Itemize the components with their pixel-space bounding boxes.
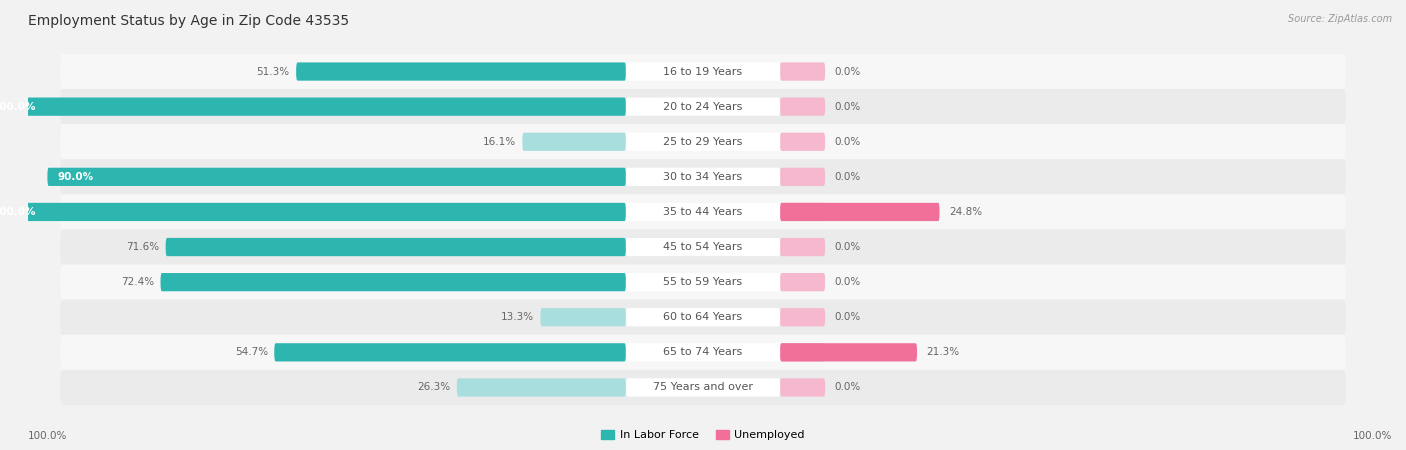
Text: 45 to 54 Years: 45 to 54 Years — [664, 242, 742, 252]
FancyBboxPatch shape — [780, 98, 825, 116]
FancyBboxPatch shape — [780, 168, 825, 186]
Text: 0.0%: 0.0% — [835, 277, 860, 287]
FancyBboxPatch shape — [457, 378, 626, 396]
FancyBboxPatch shape — [540, 308, 626, 326]
Text: 75 Years and over: 75 Years and over — [652, 382, 754, 392]
FancyBboxPatch shape — [780, 308, 825, 326]
Text: 24.8%: 24.8% — [949, 207, 983, 217]
FancyBboxPatch shape — [523, 133, 626, 151]
FancyBboxPatch shape — [274, 343, 626, 361]
FancyBboxPatch shape — [626, 273, 780, 291]
Text: 71.6%: 71.6% — [127, 242, 159, 252]
Text: 13.3%: 13.3% — [501, 312, 534, 322]
FancyBboxPatch shape — [166, 238, 626, 256]
Text: 20 to 24 Years: 20 to 24 Years — [664, 102, 742, 112]
Text: 25 to 29 Years: 25 to 29 Years — [664, 137, 742, 147]
FancyBboxPatch shape — [0, 98, 626, 116]
Text: 0.0%: 0.0% — [835, 172, 860, 182]
FancyBboxPatch shape — [780, 378, 825, 396]
FancyBboxPatch shape — [0, 203, 626, 221]
FancyBboxPatch shape — [626, 168, 780, 186]
Text: 90.0%: 90.0% — [58, 172, 93, 182]
Text: 55 to 59 Years: 55 to 59 Years — [664, 277, 742, 287]
FancyBboxPatch shape — [60, 194, 1346, 230]
FancyBboxPatch shape — [626, 98, 780, 116]
FancyBboxPatch shape — [60, 54, 1346, 89]
Text: 100.0%: 100.0% — [1353, 431, 1392, 441]
FancyBboxPatch shape — [780, 238, 825, 256]
Text: 100.0%: 100.0% — [0, 207, 37, 217]
Text: 0.0%: 0.0% — [835, 312, 860, 322]
Text: 30 to 34 Years: 30 to 34 Years — [664, 172, 742, 182]
FancyBboxPatch shape — [626, 343, 780, 361]
FancyBboxPatch shape — [780, 273, 825, 291]
FancyBboxPatch shape — [60, 230, 1346, 265]
FancyBboxPatch shape — [626, 308, 780, 326]
FancyBboxPatch shape — [780, 343, 825, 361]
FancyBboxPatch shape — [60, 370, 1346, 405]
FancyBboxPatch shape — [626, 238, 780, 256]
Text: 100.0%: 100.0% — [28, 431, 67, 441]
Text: 65 to 74 Years: 65 to 74 Years — [664, 347, 742, 357]
Text: 54.7%: 54.7% — [235, 347, 269, 357]
FancyBboxPatch shape — [60, 89, 1346, 124]
Legend: In Labor Force, Unemployed: In Labor Force, Unemployed — [596, 425, 810, 445]
FancyBboxPatch shape — [780, 203, 825, 221]
Text: Employment Status by Age in Zip Code 43535: Employment Status by Age in Zip Code 435… — [28, 14, 349, 27]
Text: 0.0%: 0.0% — [835, 242, 860, 252]
Text: 100.0%: 100.0% — [0, 102, 37, 112]
FancyBboxPatch shape — [297, 63, 626, 81]
Text: 26.3%: 26.3% — [418, 382, 450, 392]
FancyBboxPatch shape — [60, 124, 1346, 159]
FancyBboxPatch shape — [60, 335, 1346, 370]
Text: 72.4%: 72.4% — [121, 277, 155, 287]
FancyBboxPatch shape — [626, 63, 780, 81]
Text: 21.3%: 21.3% — [927, 347, 960, 357]
FancyBboxPatch shape — [780, 203, 939, 221]
Text: 16 to 19 Years: 16 to 19 Years — [664, 67, 742, 76]
Text: 0.0%: 0.0% — [835, 102, 860, 112]
FancyBboxPatch shape — [60, 300, 1346, 335]
Text: 16.1%: 16.1% — [482, 137, 516, 147]
Text: 0.0%: 0.0% — [835, 67, 860, 76]
Text: 35 to 44 Years: 35 to 44 Years — [664, 207, 742, 217]
Text: 60 to 64 Years: 60 to 64 Years — [664, 312, 742, 322]
Text: 51.3%: 51.3% — [256, 67, 290, 76]
Text: 0.0%: 0.0% — [835, 137, 860, 147]
FancyBboxPatch shape — [160, 273, 626, 291]
Text: 0.0%: 0.0% — [835, 382, 860, 392]
Text: Source: ZipAtlas.com: Source: ZipAtlas.com — [1288, 14, 1392, 23]
FancyBboxPatch shape — [626, 133, 780, 151]
FancyBboxPatch shape — [48, 168, 626, 186]
FancyBboxPatch shape — [60, 265, 1346, 300]
FancyBboxPatch shape — [780, 133, 825, 151]
FancyBboxPatch shape — [626, 378, 780, 396]
FancyBboxPatch shape — [626, 203, 780, 221]
FancyBboxPatch shape — [780, 63, 825, 81]
FancyBboxPatch shape — [780, 343, 917, 361]
FancyBboxPatch shape — [60, 159, 1346, 194]
